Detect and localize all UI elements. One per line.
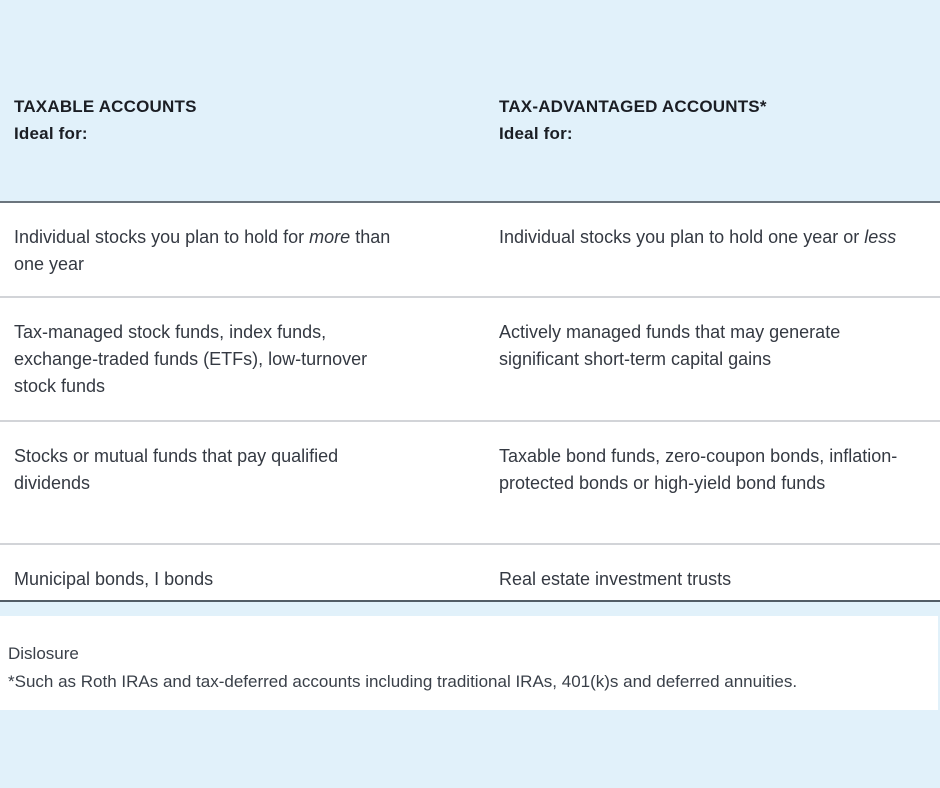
table-cell-left: Tax-managed stock funds, index funds, ex…	[0, 298, 485, 420]
divider-band	[0, 602, 940, 616]
disclosure-heading: Dislosure	[8, 644, 79, 663]
table-cell-right: Actively managed funds that may generate…	[485, 298, 940, 420]
table-cell-left: Individual stocks you plan to hold for m…	[0, 203, 485, 296]
header-title: TAXABLE ACCOUNTS	[14, 97, 197, 116]
table-row: Individual stocks you plan to hold for m…	[0, 203, 940, 298]
table-cell-left: Stocks or mutual funds that pay qualifie…	[0, 422, 485, 543]
emphasized-text: less	[864, 227, 897, 247]
table-cell-right: Real estate investment trusts	[485, 545, 940, 600]
disclosure-section: Dislosure *Such as Roth IRAs and tax-def…	[0, 616, 938, 710]
text-segment: Individual stocks you plan to hold for	[14, 227, 310, 247]
table-cell-left: Municipal bonds, I bonds	[0, 545, 485, 600]
header-taxable-accounts: TAXABLE ACCOUNTS Ideal for:	[0, 93, 485, 201]
text-segment: than one year	[14, 227, 391, 274]
emphasized-text: more	[309, 227, 351, 247]
table-cell-right: Taxable bond funds, zero-coupon bonds, i…	[485, 422, 940, 543]
text-segment: Individual stocks you plan to hold one y…	[499, 227, 865, 247]
table-row: Stocks or mutual funds that pay qualifie…	[0, 422, 940, 545]
table-row: Tax-managed stock funds, index funds, ex…	[0, 298, 940, 422]
header-title: TAX-ADVANTAGED ACCOUNTS*	[499, 97, 767, 116]
header-tax-advantaged-accounts: TAX-ADVANTAGED ACCOUNTS* Ideal for:	[485, 93, 940, 201]
header-subtitle: Ideal for:	[499, 124, 573, 143]
comparison-table: Individual stocks you plan to hold for m…	[0, 201, 940, 602]
text-segment: Taxable bond funds, zero-coupon bonds, i…	[499, 446, 898, 493]
table-row: Municipal bonds, I bonds Real estate inve…	[0, 545, 940, 600]
text-segment: Real estate investment trusts	[499, 569, 732, 589]
text-segment: Tax-managed stock funds, index funds, ex…	[14, 322, 368, 396]
table-cell-right: Individual stocks you plan to hold one y…	[485, 203, 940, 296]
header-subtitle: Ideal for:	[14, 124, 88, 143]
text-segment: Stocks or mutual funds that pay qualifie…	[14, 446, 339, 493]
text-segment: Municipal bonds, I bonds	[14, 569, 214, 589]
text-segment: Actively managed funds that may generate…	[499, 322, 841, 369]
table-header: TAXABLE ACCOUNTS Ideal for: TAX-ADVANTAG…	[0, 0, 940, 201]
disclosure-text: *Such as Roth IRAs and tax-deferred acco…	[8, 672, 798, 691]
